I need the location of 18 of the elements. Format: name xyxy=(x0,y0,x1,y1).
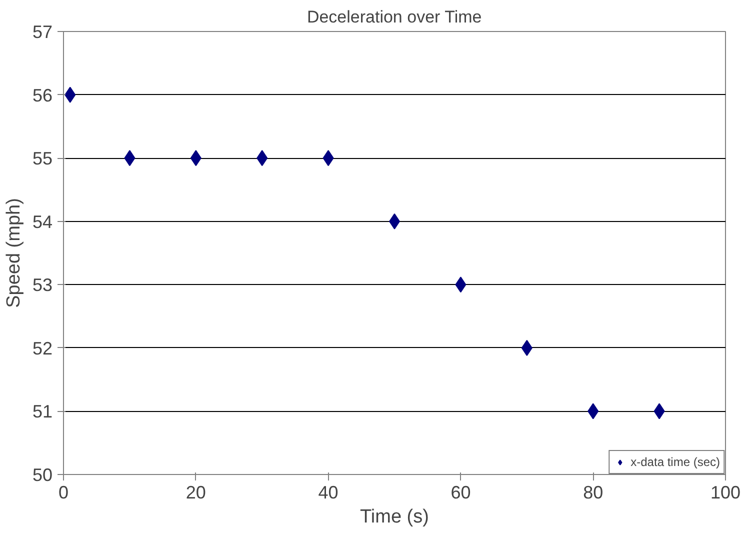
x-tick-label: 20 xyxy=(186,482,206,502)
y-tick-label: 57 xyxy=(32,22,53,42)
y-tick-label: 55 xyxy=(32,148,53,169)
x-tick-label: 100 xyxy=(710,482,741,502)
x-tick-label: 0 xyxy=(58,482,69,502)
y-tick-label: 53 xyxy=(32,275,53,296)
y-axis-title: Speed (mph) xyxy=(3,198,24,308)
x-tick-label: 60 xyxy=(450,482,471,502)
x-tick-label: 40 xyxy=(318,482,338,502)
x-tick-label: 80 xyxy=(583,482,604,502)
y-tick-label: 52 xyxy=(32,338,53,358)
y-tick-label: 51 xyxy=(32,402,53,422)
legend-label: x-data time (sec) xyxy=(630,455,720,469)
y-tick-label: 56 xyxy=(32,85,53,106)
chart-title: Deceleration over Time xyxy=(306,8,482,26)
y-tick-label: 54 xyxy=(32,212,53,232)
x-axis-title: Time (s) xyxy=(360,506,429,528)
y-tick-label: 50 xyxy=(32,465,53,485)
